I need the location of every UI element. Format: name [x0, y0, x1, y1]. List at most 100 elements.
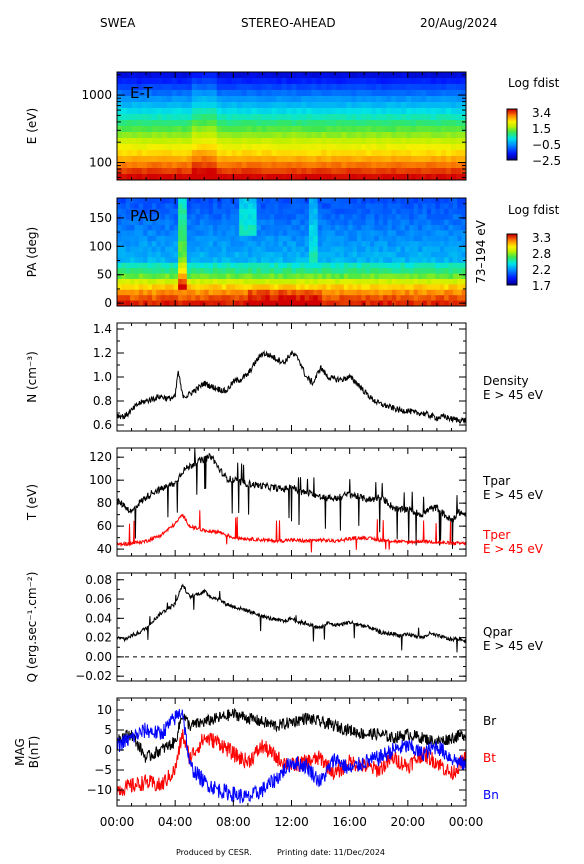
- heatmap-cell: [346, 108, 352, 115]
- heatmap-cell: [282, 198, 288, 204]
- heatmap-cell: [352, 284, 358, 291]
- heatmap-cell: [156, 108, 163, 115]
- heatmap-cell: [166, 168, 173, 175]
- heatmap-cell: [361, 295, 367, 302]
- heatmap-cell: [195, 225, 201, 231]
- heatmap-cell: [196, 78, 203, 85]
- heatmap-cell: [206, 132, 213, 139]
- heatmap-cell: [341, 150, 347, 157]
- heatmap-cell: [276, 144, 283, 151]
- heatmap-cell: [418, 219, 423, 226]
- heatmap-cell: [406, 156, 412, 163]
- heatmap-cell: [374, 214, 380, 221]
- heatmap-cell: [306, 108, 312, 115]
- heatmap-cell: [265, 225, 271, 231]
- heatmap-cell: [356, 72, 362, 79]
- heatmap-cell: [448, 246, 454, 253]
- heatmap-cell: [286, 114, 292, 121]
- heatmap-cell: [316, 120, 322, 127]
- heatmap-cell: [383, 241, 388, 248]
- heatmap-cell: [141, 84, 148, 91]
- heatmap-cell: [326, 108, 332, 115]
- colorbar-cell: [507, 251, 517, 254]
- heatmap-cell: [439, 252, 445, 258]
- heatmap-cell: [308, 230, 314, 237]
- heatmap-cell: [204, 230, 210, 237]
- heatmap-cell: [322, 257, 327, 264]
- heatmap-cell: [216, 144, 223, 151]
- heatmap-cell: [125, 257, 131, 264]
- heatmap-cell: [191, 246, 197, 253]
- heatmap-cell: [386, 90, 392, 97]
- heatmap-cell: [456, 162, 462, 169]
- heatmap-cell: [366, 126, 372, 133]
- heatmap-cell: [304, 203, 310, 210]
- heatmap-cell: [351, 168, 357, 175]
- heatmap-cell: [164, 295, 170, 302]
- heatmap-cell: [295, 214, 301, 221]
- heatmap-cell: [126, 108, 133, 115]
- heatmap-cell: [411, 132, 417, 139]
- heatmap-cell: [176, 96, 183, 103]
- heatmap-cell: [452, 225, 458, 231]
- heatmap-cell: [161, 90, 168, 97]
- heatmap-cell: [401, 162, 407, 169]
- heatmap-cell: [383, 203, 388, 210]
- heatmap-cell: [146, 168, 153, 175]
- heatmap-cell: [173, 252, 179, 258]
- heatmap-cell: [461, 279, 467, 285]
- heatmap-cell: [265, 284, 271, 291]
- heatmap-cell: [134, 268, 140, 275]
- heatmap-cell: [396, 300, 402, 307]
- heatmap-cell: [336, 72, 342, 79]
- heatmap-cell: [147, 268, 153, 275]
- heatmap-cell: [371, 126, 377, 133]
- heatmap-cell: [366, 108, 372, 115]
- heatmap-cell: [147, 295, 153, 302]
- heatmap-cell: [435, 252, 441, 258]
- heatmap-cell: [341, 72, 347, 79]
- heatmap-cell: [243, 203, 249, 210]
- heatmap-cell: [131, 84, 138, 91]
- heatmap-cell: [306, 120, 312, 127]
- heatmap-cell: [352, 268, 358, 275]
- heatmap-cell: [134, 225, 140, 231]
- heatmap-cell: [286, 156, 292, 163]
- heatmap-cell: [236, 132, 243, 139]
- heatmap-cell: [138, 241, 144, 248]
- legend-label: E > 45 eV: [483, 488, 544, 502]
- heatmap-cell: [178, 214, 183, 221]
- heatmap-cell: [339, 284, 345, 291]
- heatmap-cell: [361, 268, 367, 275]
- heatmap-cell: [282, 284, 288, 291]
- heatmap-cell: [331, 78, 337, 85]
- heatmap-cell: [296, 150, 302, 157]
- heatmap-cell: [141, 114, 148, 121]
- energy-range-label: 73–194 eV: [474, 219, 488, 283]
- heatmap-cell: [204, 198, 210, 204]
- heatmap-cell: [256, 208, 262, 215]
- heatmap-cell: [335, 279, 340, 285]
- heatmap-cell: [383, 273, 388, 280]
- heatmap-cell: [204, 295, 210, 302]
- colorbar-cell: [507, 255, 517, 258]
- heatmap-cell: [376, 168, 382, 175]
- heatmap-cell: [441, 162, 447, 169]
- heatmap-cell: [448, 214, 454, 221]
- heatmap-cell: [431, 72, 437, 79]
- heatmap-cell: [317, 284, 323, 291]
- heatmap-cell: [330, 284, 336, 291]
- heatmap-cell: [252, 241, 258, 248]
- heatmap-cell: [147, 279, 153, 285]
- heatmap-cell: [313, 230, 319, 237]
- heatmap-cell: [448, 241, 454, 248]
- heatmap-cell: [361, 225, 367, 231]
- heatmap-cell: [134, 208, 140, 215]
- heatmap-cell: [156, 279, 162, 285]
- heatmap-cell: [306, 156, 312, 163]
- heatmap-cell: [130, 252, 135, 258]
- heatmap-cell: [230, 252, 236, 258]
- heatmap-cell: [452, 262, 458, 269]
- heatmap-cell: [431, 279, 436, 285]
- heatmap-cell: [406, 132, 412, 139]
